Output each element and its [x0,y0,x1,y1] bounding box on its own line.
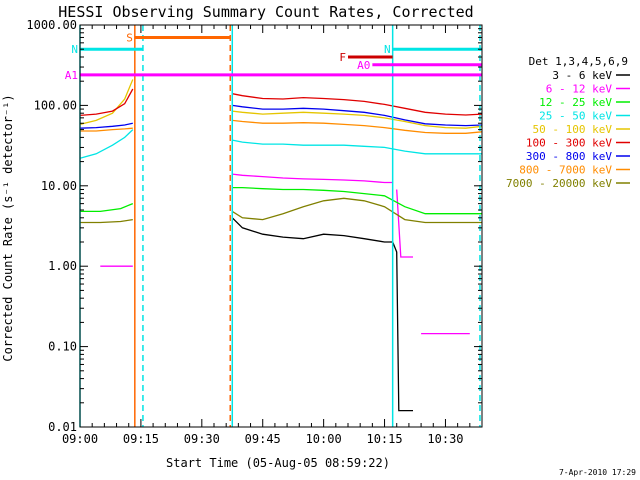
chart-title: HESSI Observing Summary Count Rates, Cor… [58,3,473,21]
legend-label: 6 - 12 keV [546,83,613,96]
flag-label: A1 [65,69,78,82]
x-tick-label: 10:15 [366,432,402,446]
x-tick-label: 09:45 [245,432,281,446]
series-300-800-kev [79,104,483,129]
legend-label: 12 - 25 keV [539,96,612,109]
y-tick-label: 0.10 [48,340,77,354]
series-6-12-kev [100,173,470,335]
legend-label: 25 - 50 keV [539,110,612,123]
x-tick-label: 10:00 [306,432,342,446]
flag-label: A0 [357,59,370,72]
legend-label: 300 - 800 keV [526,150,612,163]
legend-label: 7000 - 20000 keV [506,177,612,190]
flag-label: N [384,43,391,56]
series-line [80,202,134,213]
series-line [232,93,483,116]
x-tick-label: 09:00 [62,432,98,446]
series-3-6-kev [231,217,413,412]
series-line [232,110,483,129]
series-line [79,122,133,129]
series-line [232,119,483,134]
legend-label: 50 - 100 keV [533,123,613,136]
series-line [396,189,413,258]
series-line [79,88,134,117]
x-tick-label: 10:30 [427,432,463,446]
series-800-7000-kev [80,119,483,134]
x-tick-label: 09:30 [184,432,220,446]
series-line [80,127,133,132]
series-line [232,186,482,215]
series-line [79,79,134,126]
series-group [79,79,483,412]
x-tick-label: 09:15 [123,432,159,446]
series-25-50-kev [79,129,482,159]
markers-group: S N N F A0 A1 [65,25,482,427]
series-12-25-kev [80,186,482,215]
legend-title: Det 1,3,4,5,6,9 [529,55,628,68]
series-100-300-kev [79,88,483,117]
series-7000-20000-kev [80,197,482,224]
y-axis-label: Corrected Count Rate (s⁻¹ detector⁻¹) [1,94,15,361]
series-line [79,129,134,159]
series-line [232,139,482,155]
legend-label: 800 - 7000 keV [519,164,612,177]
y-tick-label: 10.00 [41,179,77,193]
series-50-100-kev [79,79,483,129]
legend-label: 3 - 6 keV [552,69,612,82]
plot-frame [79,24,483,428]
flag-label: N [71,43,78,56]
series-line [231,217,393,243]
series-line [232,104,483,127]
legend-label: 100 - 300 keV [526,137,612,150]
footer-date: 7-Apr-2010 17:29 [559,468,636,477]
series-line [392,241,413,412]
x-axis-label: Start Time (05-Aug-05 08:59:22) [166,456,390,470]
y-tick-label: 100.00 [34,98,77,112]
y-tick-label: 0.01 [48,420,77,434]
series-line [232,173,393,184]
series-line [80,218,133,224]
series-line [231,197,482,224]
flag-label: S [126,31,133,44]
flag-label: F [339,51,346,64]
y-tick-label: 1.00 [48,259,77,273]
y-tick-label: 1000.00 [26,18,77,32]
